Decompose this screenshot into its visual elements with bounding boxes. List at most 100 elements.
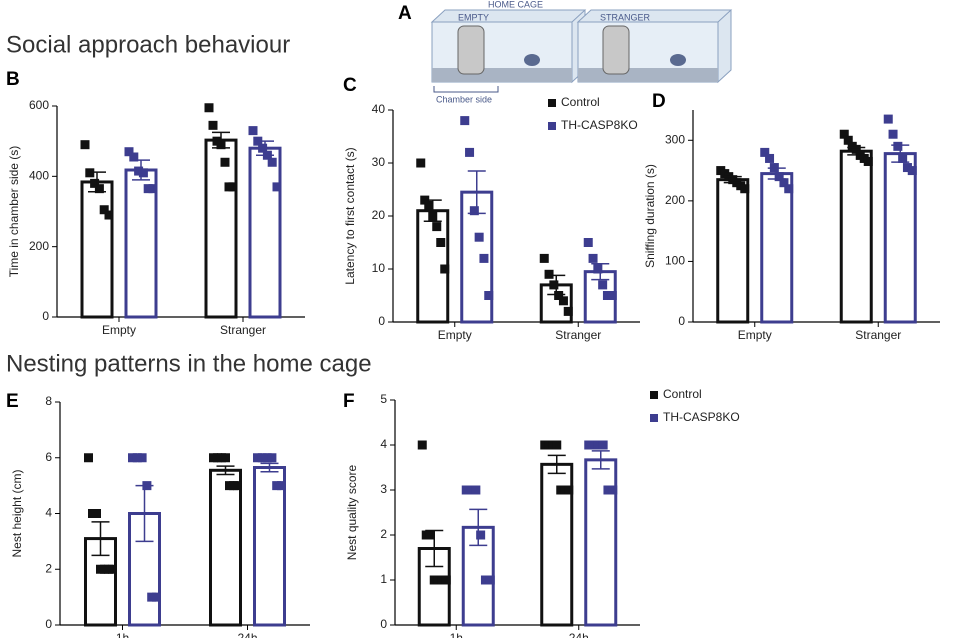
y-tick-label: 4 [45,506,52,520]
data-point [143,184,153,194]
legend-label: Control [663,387,702,401]
bar [839,149,873,324]
data-point [608,485,618,495]
legend-swatch [548,99,556,107]
x-tick-label: Empty [102,323,136,337]
data-point [257,453,267,463]
y-tick-label: 0 [378,314,385,328]
x-tick-label: 1h [116,631,129,638]
data-point [471,485,481,495]
panel-label: D [652,91,666,112]
cylinder [602,25,630,75]
bar [248,146,282,319]
data-point [907,166,917,176]
data-point [132,453,142,463]
data-point [258,143,268,153]
diagram-label: STRANGER [600,12,651,22]
bar [253,466,286,627]
data-point [137,453,147,463]
y-tick-label: 0 [678,314,685,328]
x-tick-label: Empty [438,328,472,342]
x-tick-label: Stranger [555,328,601,342]
cylinder [457,25,485,75]
data-point [466,485,476,495]
data-point [138,168,148,178]
y-tick-label: 200 [665,193,685,207]
bar [209,468,242,627]
data-point [779,178,789,188]
data-point [233,481,242,491]
bar [124,168,158,319]
data-point [262,453,272,463]
x-tick-label: Stranger [220,323,266,337]
data-point [128,453,137,463]
y-tick-label: 6 [45,450,52,464]
data-point [760,147,770,157]
y-tick-label: 30 [372,155,386,169]
data-point [228,182,238,192]
data-point [563,306,573,316]
data-point [549,280,559,290]
data-point [99,205,109,215]
data-point [558,296,568,306]
data-point [598,440,608,450]
data-point [147,592,157,602]
data-point [461,485,471,495]
y-tick-label: 0 [380,617,387,631]
x-tick-label: 1h [450,631,463,638]
data-point [480,575,490,585]
x-tick-label: 24h [237,631,257,638]
legend-label: Control [561,95,600,109]
data-point [440,264,450,274]
data-point [784,184,794,194]
y-tick-label: 300 [665,132,685,146]
panel-label: B [6,69,20,90]
data-point [603,485,613,495]
data-point [893,141,903,151]
data-point [267,157,277,167]
x-tick-label: Stranger [855,328,901,342]
y-tick-label: 40 [372,102,386,116]
data-point [416,158,426,168]
data-point [90,178,100,188]
data-point [598,280,608,290]
data-point [898,153,908,163]
data-point [740,184,750,194]
y-axis-label: Nest quality score [345,464,359,560]
y-tick-label: 400 [29,169,49,183]
data-point [425,530,435,540]
data-point [902,163,912,173]
diagram-title: HOME CAGE [488,0,543,9]
mouse [670,54,686,66]
data-point [460,116,470,126]
diagram-label: EMPTY [458,12,489,22]
data-point [593,264,603,274]
data-point [424,200,434,210]
data-point [544,269,554,279]
data-point [469,206,479,216]
data-point [552,440,562,450]
data-point [253,453,262,463]
data-point [272,481,282,491]
data-point [221,453,230,463]
data-point [485,575,495,585]
y-axis-label: Nest height (cm) [10,469,24,557]
y-axis-label: Latency to first contact (s) [343,147,357,284]
y-tick-label: 8 [45,394,52,408]
data-point [564,485,574,495]
data-point [588,253,598,263]
data-point [843,135,853,145]
data-point [220,157,230,167]
y-axis-label: Sniffing duration (s) [643,164,657,268]
bedding [578,68,718,82]
data-point [602,291,612,300]
data-point [152,592,161,602]
data-point [539,253,549,263]
data-point [607,291,617,300]
data-point [108,564,117,574]
section-heading: Social approach behaviour [6,31,290,58]
legend-swatch [548,122,556,130]
data-point [583,238,593,247]
bar [883,152,917,324]
